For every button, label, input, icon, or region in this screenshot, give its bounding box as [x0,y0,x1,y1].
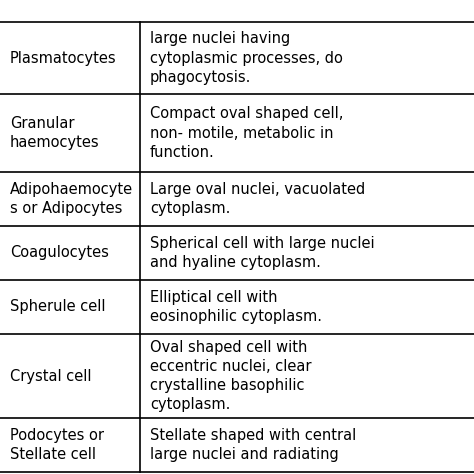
Text: Oval shaped cell with
eccentric nuclei, clear
crystalline basophilic
cytoplasm.: Oval shaped cell with eccentric nuclei, … [150,340,311,412]
Text: Large oval nuclei, vacuolated
cytoplasm.: Large oval nuclei, vacuolated cytoplasm. [150,182,365,216]
Text: Adipohaemocyte
s or Adipocytes: Adipohaemocyte s or Adipocytes [10,182,133,216]
Text: Granular
haemocytes: Granular haemocytes [10,116,100,150]
Text: large nuclei having
cytoplasmic processes, do
phagocytosis.: large nuclei having cytoplasmic processe… [150,31,343,85]
Text: Compact oval shaped cell,
non- motile, metabolic in
function.: Compact oval shaped cell, non- motile, m… [150,106,343,160]
Text: Spherical cell with large nuclei
and hyaline cytoplasm.: Spherical cell with large nuclei and hya… [150,236,374,270]
Text: Crystal cell: Crystal cell [10,368,91,383]
Text: Stellate shaped with central
large nuclei and radiating: Stellate shaped with central large nucle… [150,428,356,462]
Text: Plasmatocytes: Plasmatocytes [10,51,117,65]
Text: Elliptical cell with
eosinophilic cytoplasm.: Elliptical cell with eosinophilic cytopl… [150,290,322,324]
Text: Spherule cell: Spherule cell [10,300,106,315]
Text: Podocytes or
Stellate cell: Podocytes or Stellate cell [10,428,104,462]
Text: Coagulocytes: Coagulocytes [10,246,109,261]
